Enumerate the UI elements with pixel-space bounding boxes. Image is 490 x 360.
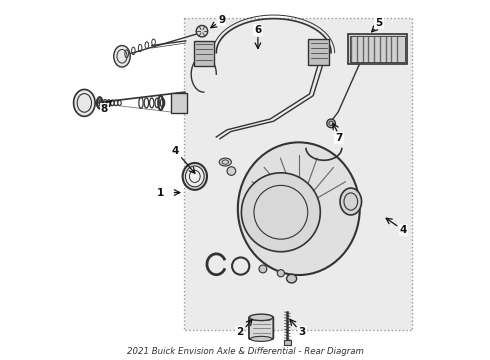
Ellipse shape <box>186 166 204 187</box>
FancyBboxPatch shape <box>309 39 329 64</box>
Ellipse shape <box>259 265 267 273</box>
Bar <box>172 93 187 113</box>
Text: 6: 6 <box>254 25 262 35</box>
FancyBboxPatch shape <box>184 18 412 330</box>
Text: 3: 3 <box>299 327 306 337</box>
Text: 4: 4 <box>172 146 179 156</box>
Ellipse shape <box>327 119 335 128</box>
FancyBboxPatch shape <box>249 317 273 339</box>
Text: 1: 1 <box>157 188 164 198</box>
Bar <box>284 339 291 345</box>
Ellipse shape <box>238 142 360 275</box>
Text: 2: 2 <box>236 327 243 337</box>
Text: 9: 9 <box>218 15 225 25</box>
FancyBboxPatch shape <box>348 34 407 64</box>
Ellipse shape <box>183 163 207 190</box>
Ellipse shape <box>74 89 95 116</box>
Circle shape <box>242 173 320 252</box>
Ellipse shape <box>250 336 272 341</box>
Text: 7: 7 <box>335 133 343 143</box>
Ellipse shape <box>287 274 296 283</box>
Ellipse shape <box>196 26 208 37</box>
Ellipse shape <box>249 314 273 320</box>
Ellipse shape <box>340 188 362 215</box>
Text: 2021 Buick Envision Axle & Differential - Rear Diagram: 2021 Buick Envision Axle & Differential … <box>126 347 364 356</box>
Text: 8: 8 <box>101 104 108 114</box>
Ellipse shape <box>227 167 236 175</box>
Text: 4: 4 <box>400 225 407 235</box>
FancyBboxPatch shape <box>194 41 214 66</box>
Text: 5: 5 <box>375 18 383 28</box>
Ellipse shape <box>114 45 130 67</box>
Ellipse shape <box>277 270 285 277</box>
Ellipse shape <box>219 158 231 166</box>
